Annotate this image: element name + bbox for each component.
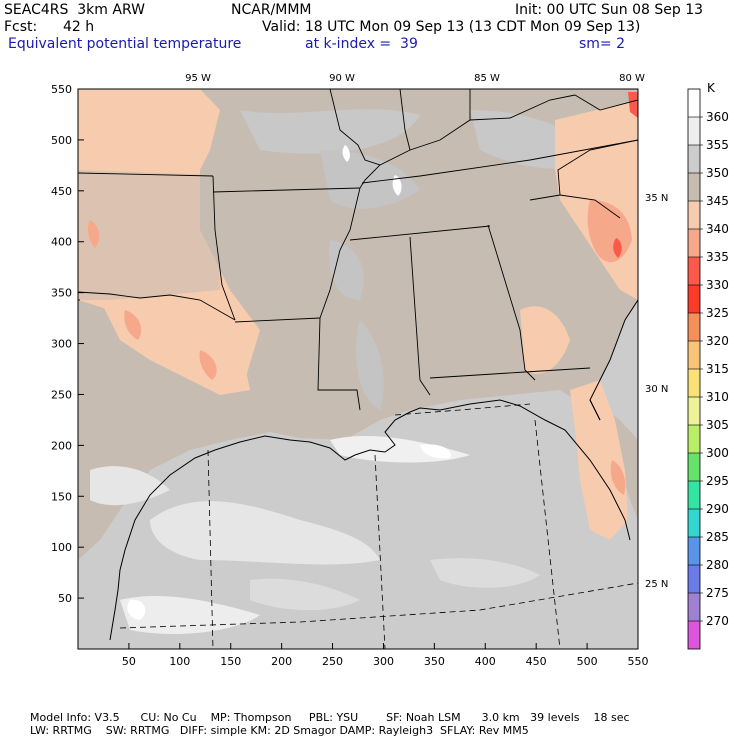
- map-frame: [77, 88, 639, 650]
- colorbar-swatch: [688, 537, 700, 565]
- x-tick-label: 150: [220, 655, 241, 668]
- colorbar-label: 285: [706, 530, 729, 544]
- colorbar-label: 270: [706, 614, 729, 628]
- latitude-label: 35 N: [645, 193, 668, 204]
- x-tick-label: 550: [628, 655, 649, 668]
- colorbar-label: 355: [706, 138, 729, 152]
- colorbar-label: 360: [706, 110, 729, 124]
- latitude-label: 25 N: [645, 579, 668, 590]
- colorbar-label: 330: [706, 278, 729, 292]
- init-time: Init: 00 UTC Sun 08 Sep 13: [515, 2, 704, 18]
- longitude-label: 80 W: [619, 73, 645, 84]
- y-tick-label: 550: [51, 83, 72, 96]
- x-tick-label: 250: [322, 655, 343, 668]
- colorbar-swatch: [688, 145, 700, 173]
- colorbar-label: 300: [706, 446, 729, 460]
- model-info-line-2: LW: RRTMG SW: RRTMG DIFF: simple KM: 2D …: [30, 724, 529, 737]
- colorbar-swatch: [688, 89, 700, 117]
- x-tick-label: 300: [373, 655, 394, 668]
- organization-label: NCAR/MMM: [231, 2, 312, 18]
- colorbar-swatch: [688, 285, 700, 313]
- colorbar-label: 320: [706, 334, 729, 348]
- longitude-label: 95 W: [185, 73, 211, 84]
- y-tick-label: 250: [51, 388, 72, 401]
- colorbar-swatch: [688, 313, 700, 341]
- shaded-field: [78, 89, 638, 649]
- valid-time: Valid: 18 UTC Mon 09 Sep 13 (13 CDT Mon …: [262, 19, 641, 35]
- field-name: Equivalent potential temperature: [8, 36, 242, 52]
- y-tick-label: 300: [51, 338, 72, 351]
- forecast-label: Fcst:: [4, 19, 38, 35]
- colorbar-swatch: [688, 117, 700, 145]
- colorbar-swatch: [688, 565, 700, 593]
- colorbar-swatch: [688, 257, 700, 285]
- y-tick-label: 200: [51, 439, 72, 452]
- colorbar-swatch: [688, 229, 700, 257]
- y-tick-label: 500: [51, 134, 72, 147]
- colorbar-label: 310: [706, 390, 729, 404]
- model-title: SEAC4RS 3km ARW: [4, 2, 145, 18]
- political-boundaries: [78, 89, 638, 411]
- longitude-label: 90 W: [329, 73, 355, 84]
- colorbar: K 360 355 350 345 340 335 330 325 320 315 310 305 300…: [687, 81, 729, 650]
- y-tick-label: 150: [51, 490, 72, 503]
- coastline: [109, 299, 638, 641]
- colorbar-label: 305: [706, 418, 729, 432]
- y-tick-label: 350: [51, 287, 72, 300]
- colorbar-swatch: [688, 341, 700, 369]
- colorbar-swatch: [688, 173, 700, 201]
- x-tick-label: 100: [169, 655, 190, 668]
- colorbar-label: 345: [706, 194, 729, 208]
- y-tick-label: 400: [51, 236, 72, 249]
- colorbar-unit: K: [707, 81, 716, 95]
- colorbar-label: 290: [706, 502, 729, 516]
- x-tick-label: 200: [271, 655, 292, 668]
- colorbar-label: 325: [706, 306, 729, 320]
- colorbar-swatch: [688, 425, 700, 453]
- axis-ticks: [78, 88, 639, 649]
- colorbar-swatch: [688, 201, 700, 229]
- graticule: [119, 403, 638, 649]
- y-tick-label: 100: [51, 541, 72, 554]
- colorbar-label: 350: [706, 166, 729, 180]
- colorbar-label: 340: [706, 222, 729, 236]
- smoothing-value: sm= 2: [579, 36, 626, 52]
- forecast-hour: 42 h: [63, 19, 95, 35]
- colorbar-label: 335: [706, 250, 729, 264]
- x-tick-label: 50: [122, 655, 136, 668]
- x-tick-label: 450: [526, 655, 547, 668]
- colorbar-swatch: [688, 397, 700, 425]
- longitude-label: 85 W: [474, 73, 500, 84]
- colorbar-swatch: [688, 481, 700, 509]
- latitude-label: 30 N: [645, 384, 668, 395]
- x-tick-label: 350: [424, 655, 445, 668]
- y-tick-label: 450: [51, 185, 72, 198]
- colorbar-label: 280: [706, 558, 729, 572]
- equivalent-potential-temperature-map: 50 100 150 200 250 300 350 400 450 500 550 550 500 45…: [51, 73, 729, 668]
- colorbar-swatch: [688, 593, 700, 621]
- colorbar-swatch: [688, 621, 700, 649]
- level-index: at k-index = 39: [305, 36, 418, 52]
- colorbar-label: 315: [706, 362, 729, 376]
- colorbar-swatch: [688, 509, 700, 537]
- x-tick-label: 500: [577, 655, 598, 668]
- colorbar-swatch: [688, 453, 700, 481]
- colorbar-label: 295: [706, 474, 729, 488]
- colorbar-label: 275: [706, 586, 729, 600]
- y-tick-label: 50: [58, 592, 72, 605]
- x-tick-label: 400: [475, 655, 496, 668]
- colorbar-swatch: [688, 369, 700, 397]
- axis-labels: 50 100 150 200 250 300 350 400 450 500 550 550 500 45…: [51, 73, 668, 668]
- model-info-line-1: Model Info: V3.5 CU: No Cu MP: Thompson …: [30, 711, 630, 724]
